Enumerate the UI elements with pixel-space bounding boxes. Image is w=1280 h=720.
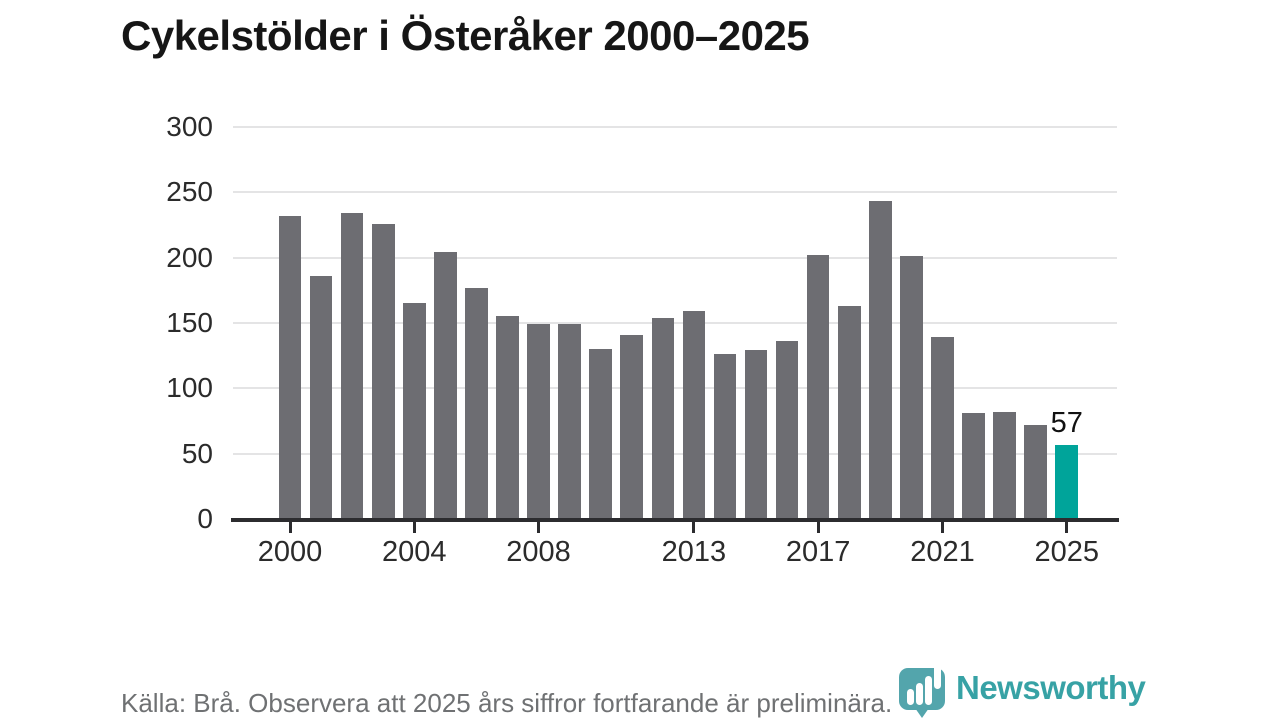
x-axis-tick-label: 2017 — [785, 536, 851, 568]
x-axis-tick — [412, 521, 416, 533]
bar-2002 — [340, 213, 364, 519]
bar-2003 — [371, 223, 395, 519]
x-axis-tick-label: 2013 — [661, 536, 727, 568]
gridline-250 — [233, 191, 1117, 194]
bar-2024 — [1024, 424, 1047, 519]
bar-2020 — [900, 256, 923, 519]
bar-2009 — [558, 324, 581, 519]
bar-2025 — [1055, 444, 1079, 519]
bar-2011 — [620, 334, 644, 519]
bar-2022 — [962, 413, 985, 519]
bar-2013 — [682, 311, 706, 519]
y-axis-tick-label: 100 — [166, 372, 213, 404]
x-axis-tick — [816, 521, 820, 533]
y-axis-tick-label: 150 — [166, 307, 213, 338]
bar-2005 — [434, 252, 457, 519]
x-axis-tick — [1065, 521, 1069, 533]
bar-2021 — [931, 337, 954, 519]
x-axis-tick-label: 2004 — [382, 536, 447, 568]
newsworthy-wordmark: Newsworthy — [956, 669, 1146, 706]
y-axis-tick-label: 200 — [166, 241, 213, 273]
newsworthy-logo: Newsworthy — [899, 663, 1146, 719]
y-axis-tick-label: 300 — [166, 111, 213, 142]
bar-2010 — [589, 349, 612, 519]
bar-2018 — [837, 306, 861, 519]
page-title: Cykelstölder i Österåker 2000–2025 — [121, 12, 810, 59]
x-axis-tick-label: 2008 — [506, 536, 571, 568]
gridline-100 — [233, 387, 1117, 390]
x-axis-tick — [692, 521, 696, 533]
bar-2006 — [465, 287, 488, 519]
bar-value-label: 57 — [1050, 406, 1083, 439]
bar-2019 — [869, 201, 892, 519]
bar-2015 — [744, 350, 768, 519]
x-axis-tick — [288, 521, 292, 533]
bar-2000 — [278, 215, 302, 519]
gridline-150 — [233, 322, 1117, 324]
y-axis-tick-label: 0 — [197, 503, 213, 534]
x-axis-tick-label: 2000 — [257, 536, 323, 568]
bar-2001 — [309, 275, 333, 519]
y-axis-tick-label: 250 — [166, 176, 213, 208]
x-axis-tick — [537, 521, 541, 533]
bar-2017 — [806, 255, 830, 519]
gridline-200 — [233, 256, 1117, 259]
bar-2016 — [775, 341, 799, 519]
bar-2014 — [713, 354, 737, 519]
bar-2008 — [527, 324, 550, 519]
bar-2004 — [402, 303, 426, 519]
source-note: Källa: Brå. Observera att 2025 års siffr… — [121, 688, 893, 718]
bar-2012 — [651, 317, 675, 519]
x-axis-tick-label: 2025 — [1034, 536, 1099, 568]
bar-2007 — [496, 316, 519, 519]
newsworthy-logo-icon — [899, 663, 945, 718]
y-axis-tick-label: 50 — [181, 437, 213, 469]
x-axis-line — [231, 517, 1119, 522]
gridline-300 — [233, 126, 1117, 128]
bar-2023 — [993, 411, 1016, 519]
x-axis-tick-label: 2021 — [910, 536, 975, 568]
x-axis-tick — [940, 521, 944, 533]
gridline-50 — [233, 452, 1117, 455]
